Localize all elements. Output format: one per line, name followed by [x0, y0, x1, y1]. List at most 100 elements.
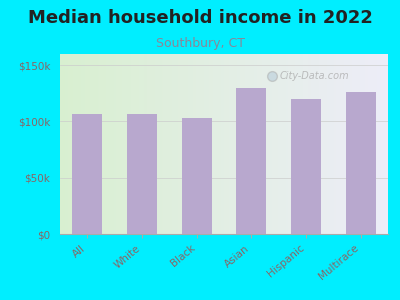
Bar: [137, 54, 139, 234]
Bar: [342, 54, 344, 234]
Bar: [112, 54, 114, 234]
Bar: [376, 54, 378, 234]
Bar: [83, 54, 85, 234]
Bar: [119, 54, 121, 234]
Bar: [173, 54, 175, 234]
Bar: [263, 54, 265, 234]
Bar: [186, 54, 188, 234]
Bar: [88, 54, 90, 234]
Bar: [326, 54, 327, 234]
Bar: [198, 54, 199, 234]
Bar: [303, 54, 304, 234]
Bar: [273, 54, 275, 234]
Bar: [270, 54, 272, 234]
Bar: [155, 54, 157, 234]
Bar: [364, 54, 365, 234]
Bar: [180, 54, 181, 234]
Bar: [203, 54, 204, 234]
Bar: [181, 54, 183, 234]
Bar: [214, 54, 216, 234]
Bar: [211, 54, 212, 234]
Bar: [101, 54, 103, 234]
Bar: [140, 54, 142, 234]
Bar: [218, 54, 219, 234]
Bar: [201, 54, 203, 234]
Bar: [262, 54, 263, 234]
Bar: [176, 54, 178, 234]
Bar: [167, 54, 168, 234]
Bar: [191, 54, 193, 234]
Bar: [121, 54, 122, 234]
Bar: [322, 54, 324, 234]
Bar: [382, 54, 383, 234]
Bar: [212, 54, 214, 234]
Bar: [286, 54, 288, 234]
Bar: [127, 114, 157, 234]
Bar: [165, 54, 166, 234]
Bar: [66, 54, 68, 234]
Bar: [63, 54, 65, 234]
Bar: [370, 54, 372, 234]
Bar: [172, 54, 173, 234]
Bar: [226, 54, 227, 234]
Bar: [386, 54, 388, 234]
Bar: [247, 54, 248, 234]
Bar: [150, 54, 152, 234]
Bar: [103, 54, 104, 234]
Bar: [368, 54, 370, 234]
Bar: [332, 54, 334, 234]
Bar: [355, 54, 357, 234]
Bar: [337, 54, 339, 234]
Bar: [204, 54, 206, 234]
Bar: [306, 54, 308, 234]
Bar: [252, 54, 254, 234]
Bar: [372, 54, 373, 234]
Bar: [148, 54, 150, 234]
Bar: [268, 54, 270, 234]
Bar: [308, 54, 309, 234]
Bar: [232, 54, 234, 234]
Bar: [162, 54, 163, 234]
Bar: [224, 54, 226, 234]
Bar: [68, 54, 70, 234]
Bar: [90, 54, 91, 234]
Bar: [340, 54, 342, 234]
Bar: [327, 54, 329, 234]
Bar: [373, 54, 375, 234]
Bar: [85, 54, 86, 234]
Bar: [80, 54, 81, 234]
Bar: [282, 54, 283, 234]
Bar: [314, 54, 316, 234]
Bar: [285, 54, 286, 234]
Bar: [99, 54, 101, 234]
Bar: [206, 54, 208, 234]
Bar: [240, 54, 242, 234]
Bar: [258, 54, 260, 234]
Bar: [62, 54, 63, 234]
Bar: [380, 54, 382, 234]
Bar: [75, 54, 76, 234]
Bar: [301, 54, 303, 234]
Bar: [248, 54, 250, 234]
Bar: [108, 54, 109, 234]
Bar: [255, 54, 257, 234]
Bar: [227, 54, 229, 234]
Bar: [199, 54, 201, 234]
Bar: [185, 54, 186, 234]
Bar: [94, 54, 96, 234]
Bar: [311, 54, 312, 234]
Bar: [122, 54, 124, 234]
Bar: [383, 54, 385, 234]
Bar: [358, 54, 360, 234]
Bar: [293, 54, 294, 234]
Bar: [345, 54, 347, 234]
Bar: [196, 54, 198, 234]
Bar: [265, 54, 267, 234]
Bar: [300, 54, 301, 234]
Bar: [375, 54, 376, 234]
Bar: [330, 54, 332, 234]
Bar: [254, 54, 255, 234]
Bar: [136, 54, 137, 234]
Bar: [194, 54, 196, 234]
Bar: [354, 54, 355, 234]
